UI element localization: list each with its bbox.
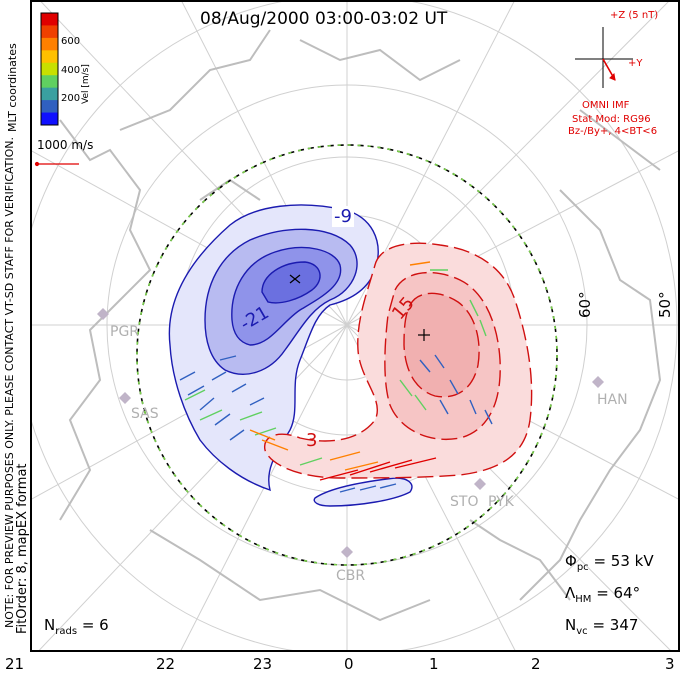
vector-count: Nvc = 347 <box>565 616 639 637</box>
scale-vector <box>34 161 79 167</box>
latitude-label-50: 50° <box>656 291 674 318</box>
station-pyk: PYK <box>488 494 514 510</box>
colorbar-segment <box>41 75 58 89</box>
colorbar-label: Vel [m/s] <box>81 64 91 104</box>
imf-bz-label: +Z (5 nT) <box>610 10 659 21</box>
scale-vector-label: 1000 m/s <box>37 138 94 152</box>
colorbar-tick-400: 400 <box>61 65 81 76</box>
colorbar-segment <box>41 62 58 76</box>
potential-minimum-marker <box>289 274 301 284</box>
potential-maximum-marker <box>418 329 430 341</box>
colorbar-border <box>40 12 59 126</box>
positive-potential-cell <box>264 242 533 479</box>
imf-source: OMNI IMF <box>582 100 630 111</box>
colorbar-segment <box>41 13 58 26</box>
station-cbr: CBR <box>336 568 366 584</box>
contour-label-3: 3 <box>306 430 318 451</box>
fit-order-label: FitOrder: 8, mapEX format <box>15 463 30 634</box>
velocity-vectors <box>179 261 493 493</box>
station-pgr: PGR <box>110 324 140 340</box>
colorbar-segment <box>41 87 58 101</box>
colorbar-segment <box>41 50 58 64</box>
velocity-colorbar <box>40 12 59 126</box>
negative-potential-cell <box>168 204 413 507</box>
station-sto: STO <box>450 494 479 510</box>
station-markers <box>97 308 604 558</box>
colorbar-segment <box>41 100 58 114</box>
mlt-label-23: 23 <box>253 655 273 673</box>
radar-count: Nrads = 6 <box>44 616 109 637</box>
stat-model-line2: Bz-/By+, 4<BT<6 <box>568 126 658 137</box>
hm-boundary-latitude: ΛHM = 64° <box>565 584 641 605</box>
imf-by-label: +Y <box>628 58 643 69</box>
coordinate-label: MLT coordinates <box>6 43 19 132</box>
mlt-label-0: 0 <box>344 655 354 673</box>
mlt-label-2: 2 <box>531 655 541 673</box>
mlt-label-1: 1 <box>429 655 439 673</box>
contour-label-neg9: -9 <box>332 206 354 227</box>
mlt-label-21: 21 <box>5 655 25 673</box>
colorbar-tick-200: 200 <box>61 93 81 104</box>
stat-model-line1: Stat Mod: RG96 <box>572 114 651 125</box>
station-sas: SAS <box>131 406 159 422</box>
mlt-label-22: 22 <box>156 655 176 673</box>
mlt-label-3: 3 <box>665 655 675 673</box>
colorbar-tick-600: 600 <box>61 36 81 47</box>
station-han: HAN <box>597 392 628 408</box>
map-title: 08/Aug/2000 03:00-03:02 UT <box>200 9 448 29</box>
coastlines <box>59 29 662 622</box>
imf-clock <box>575 27 633 88</box>
colorbar-segment <box>41 25 58 39</box>
colorbar-segment <box>41 112 58 126</box>
colorbar-segment <box>41 37 58 51</box>
cross-polar-potential: Φpc = 53 kV <box>565 552 654 573</box>
latitude-label-60: 60° <box>576 291 594 318</box>
